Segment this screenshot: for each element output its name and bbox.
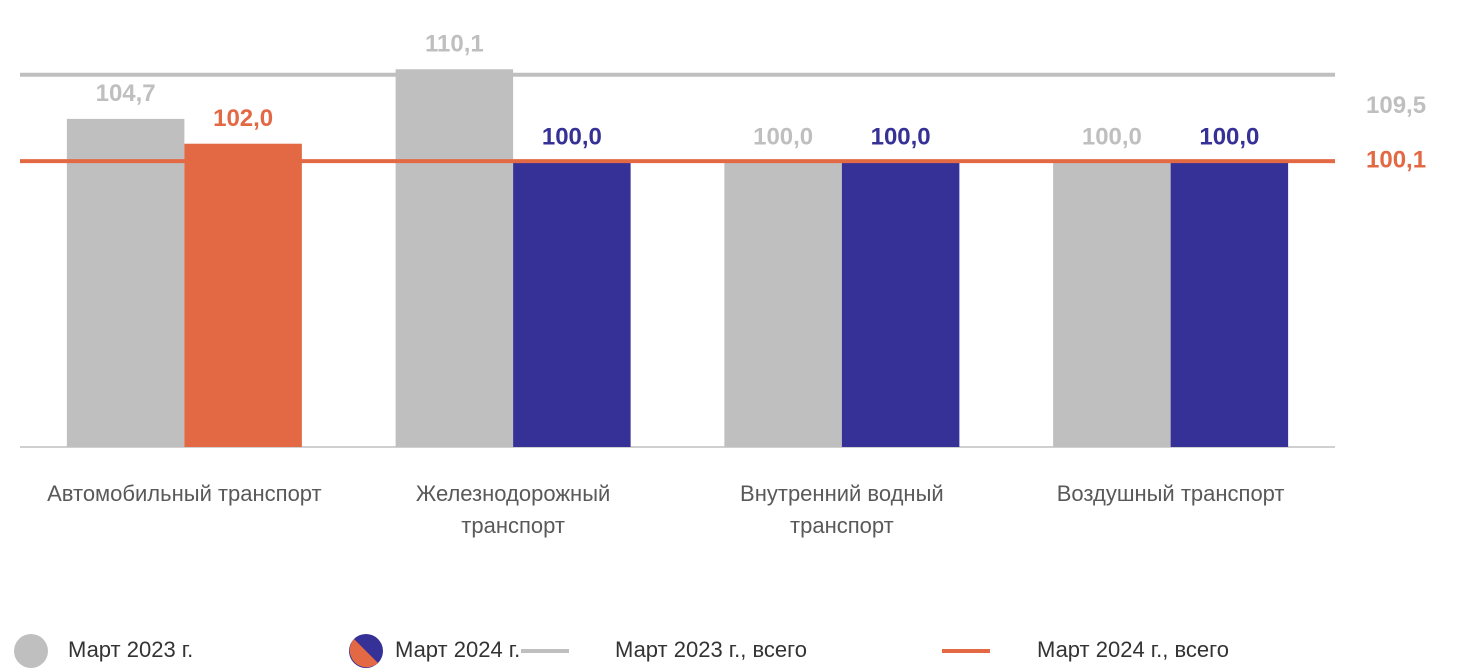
data-label: 100,0: [1082, 123, 1142, 150]
x-tick-label: Автомобильный транспорт: [47, 481, 322, 506]
x-tick-label: Воздушный транспорт: [1056, 481, 1285, 506]
bar: [513, 162, 631, 447]
bar: [724, 162, 842, 447]
bar: [1053, 162, 1171, 447]
bar: [841, 162, 960, 447]
data-label: 104,7: [96, 80, 156, 107]
x-tick-label: Железнодорожный транспорт: [415, 481, 611, 538]
data-label: 100,0: [871, 123, 931, 150]
legend-label: Март 2024 г., всего: [1037, 637, 1229, 662]
x-tick-label: Внутренний водный транспорт: [740, 481, 944, 538]
legend-swatch: [349, 639, 378, 668]
data-label: 100,0: [1199, 123, 1259, 150]
data-label: 110,1: [425, 31, 484, 58]
reference-label: 109,5: [1366, 92, 1426, 119]
legend-label: Март 2024 г.: [395, 637, 520, 662]
data-label: 100,0: [542, 123, 602, 150]
reference-label: 100,1: [1366, 147, 1426, 174]
legend-label: Март 2023 г.: [68, 637, 193, 662]
legend-swatch: [14, 634, 48, 668]
data-label: 102,0: [213, 105, 273, 132]
bar: [66, 118, 185, 448]
bar: [184, 143, 302, 447]
bar: [1170, 162, 1289, 447]
bar: [395, 69, 514, 448]
data-label: 100,0: [753, 123, 813, 150]
legend-label: Март 2023 г., всего: [615, 637, 807, 662]
